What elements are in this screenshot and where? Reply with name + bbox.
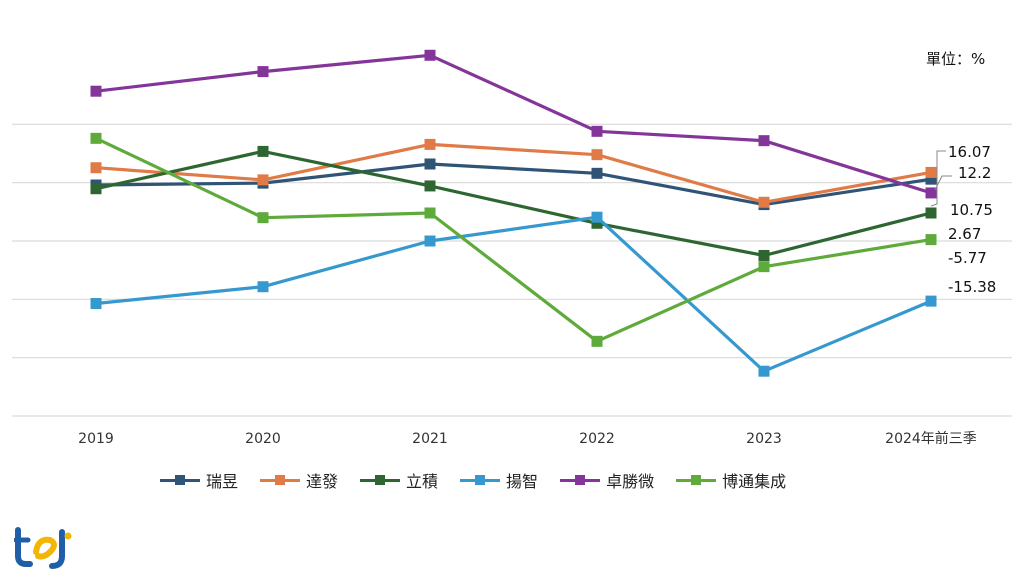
legend-swatch (360, 474, 401, 486)
data-point (925, 187, 937, 199)
series-line (95, 162, 932, 207)
data-point (925, 295, 937, 307)
legend-label: 瑞昱 (206, 472, 239, 491)
legend-item: 瑞昱 (160, 468, 238, 492)
legend: 瑞昱 達發 立積 揚智 卓勝微 博通集成 (160, 466, 808, 494)
data-label: 16.07 (948, 143, 991, 161)
data-point (591, 217, 603, 229)
x-axis-ticks: 2019 2020 2021 2022 2023 2024年前三季 (78, 430, 977, 447)
tej-logo (14, 527, 72, 569)
data-point (90, 162, 102, 174)
data-point (257, 281, 269, 293)
data-point (925, 173, 937, 185)
data-label: -15.38 (948, 278, 996, 296)
series-line (95, 136, 932, 343)
legend-swatch (560, 474, 601, 486)
label-leader-line (934, 175, 952, 191)
data-point (591, 335, 603, 347)
x-tick-label: 2024年前三季 (885, 430, 977, 447)
data-label: -5.77 (948, 249, 987, 267)
data-point (591, 149, 603, 161)
series-line (95, 142, 932, 204)
legend-label: 博通集成 (722, 472, 787, 491)
data-point (257, 212, 269, 224)
data-label: 12.2 (958, 164, 991, 182)
label-leader-line (930, 150, 946, 207)
data-point (758, 261, 770, 273)
data-point (758, 249, 770, 261)
x-tick-label: 2019 (78, 431, 114, 447)
data-point (90, 298, 102, 310)
data-labels: 16.07 12.2 10.75 2.67 -5.77 -15.38 (930, 143, 996, 296)
series-line (95, 149, 932, 258)
data-label: 10.75 (950, 201, 993, 219)
data-point (90, 183, 102, 195)
data-point (424, 138, 436, 150)
data-point (591, 211, 603, 223)
x-tick-label: 2020 (245, 431, 281, 447)
legend-label: 達發 (306, 472, 339, 491)
data-point (424, 207, 436, 219)
legend-label: 立積 (406, 472, 439, 491)
data-point (925, 234, 937, 246)
data-point (90, 132, 102, 144)
legend-swatch (460, 474, 501, 486)
data-point (424, 49, 436, 61)
data-point (424, 158, 436, 170)
data-label: 2.67 (948, 225, 981, 243)
legend-swatch (260, 474, 301, 486)
legend-swatch (160, 474, 200, 486)
legend-label: 揚智 (506, 472, 539, 491)
legend-item: 揚智 (460, 468, 538, 492)
legend-item: 博通集成 (676, 468, 786, 492)
x-tick-label: 2022 (579, 431, 615, 447)
unit-label: 單位：% (926, 50, 986, 68)
series-line (95, 53, 932, 195)
data-point (591, 125, 603, 137)
legend-item: 達發 (260, 468, 338, 492)
data-point (591, 167, 603, 179)
legend-item: 卓勝微 (560, 468, 654, 492)
data-point (758, 135, 770, 147)
series-lines (90, 49, 937, 377)
legend-item: 立積 (360, 468, 438, 492)
data-point (758, 196, 770, 208)
legend-label: 卓勝微 (606, 472, 655, 491)
data-point (925, 207, 937, 219)
data-point (257, 66, 269, 78)
data-point (758, 365, 770, 377)
series-line (95, 215, 932, 373)
data-point (257, 174, 269, 186)
data-point (90, 85, 102, 97)
data-point (257, 145, 269, 157)
data-point (424, 180, 436, 192)
data-point (424, 235, 436, 247)
data-point (925, 166, 937, 178)
legend-swatch (676, 474, 717, 486)
x-tick-label: 2021 (412, 431, 448, 447)
x-tick-label: 2023 (746, 431, 782, 447)
